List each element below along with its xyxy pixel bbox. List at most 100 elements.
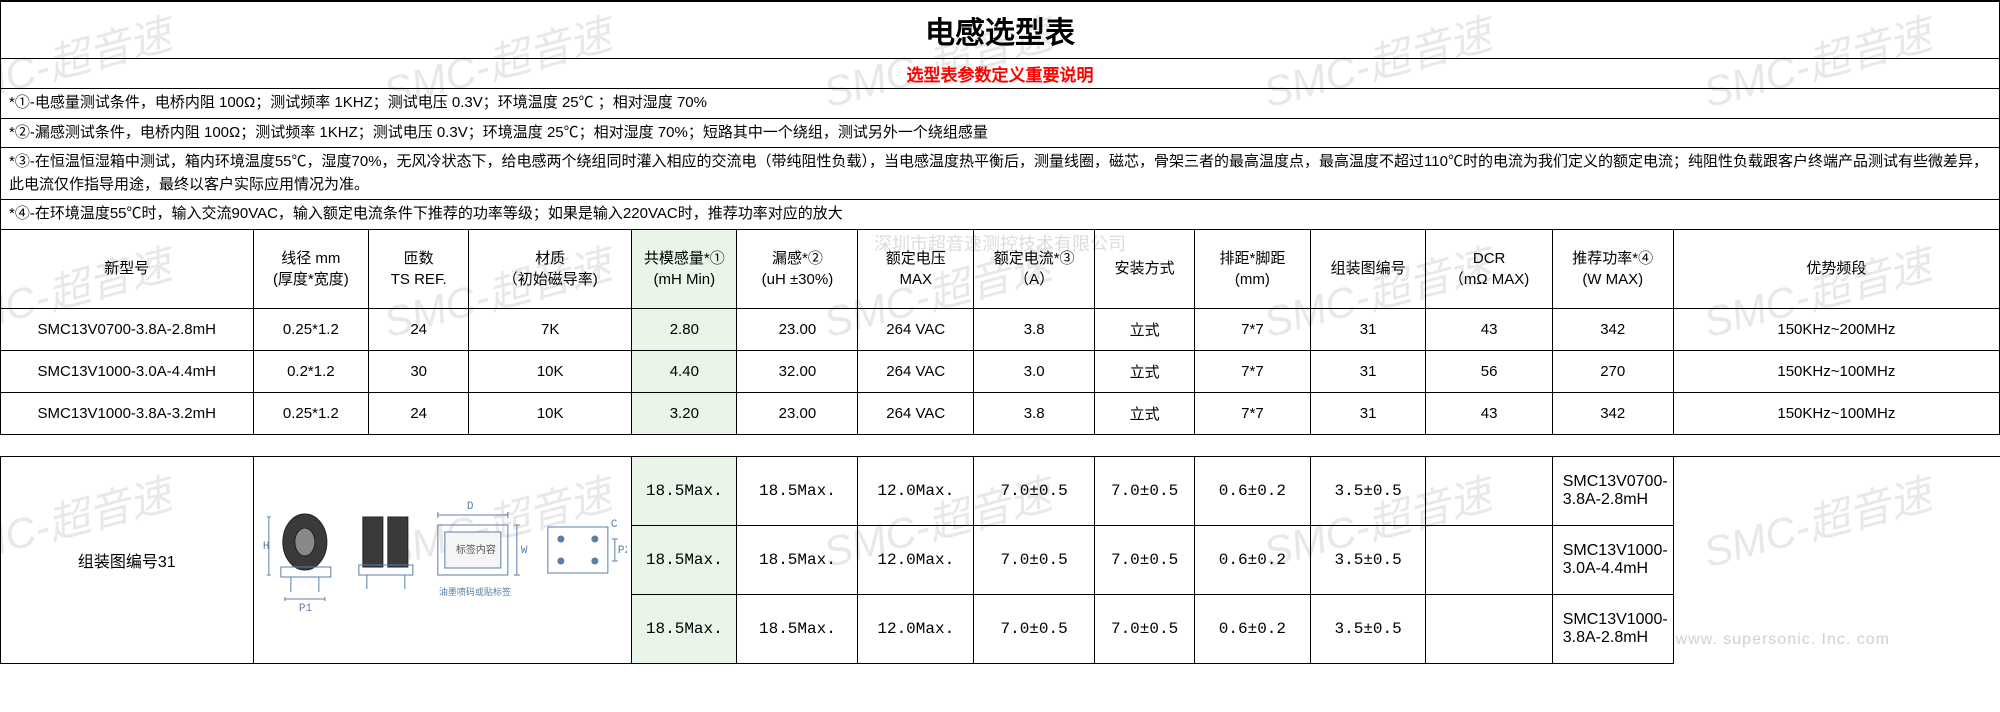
dim-g: 3.5±0.5 [1310,525,1426,594]
cell-model: SMC13V1000-3.8A-3.2mH [1,392,254,434]
dim-c: 12.0Max. [858,594,974,663]
mech-drawing-icon: H P1 D W 标签内容 油墨喷码或贴标签 [258,487,628,627]
dim-f: 0.6±0.2 [1195,525,1311,594]
subtitle: 选型表参数定义重要说明 [1,59,2000,89]
hdr-imax: 额定电流*③（A） [974,229,1095,308]
svg-text:D: D [466,501,473,513]
dim-a: 18.5Max. [632,525,737,594]
dim-d: 7.0±0.5 [974,456,1095,525]
dim-h [1426,525,1552,594]
dim-c: 12.0Max. [858,525,974,594]
hdr-cm: 共模感量*①(mH Min) [632,229,737,308]
cell-leak: 23.00 [737,308,858,350]
dim-part: SMC13V0700-3.8A-2.8mH [1552,456,1673,525]
cell-cm: 3.20 [632,392,737,434]
cell-leak: 23.00 [737,392,858,434]
cell-freq: 150KHz~200MHz [1673,308,1999,350]
svg-text:P1: P1 [298,603,312,615]
cell-dcr: 43 [1426,308,1552,350]
dim-h [1426,594,1552,663]
cell-asm: 31 [1310,350,1426,392]
cell-dcr: 43 [1426,392,1552,434]
cell-pitch: 7*7 [1195,392,1311,434]
cell-mat: 7K [469,308,632,350]
svg-text:P2: P2 [617,545,627,557]
dim-part: SMC13V1000-3.0A-4.4mH [1552,525,1673,594]
cell-mount: 立式 [1095,392,1195,434]
cell-pitch: 7*7 [1195,350,1311,392]
cell-wire: 0.25*1.2 [253,308,369,350]
dim-d: 7.0±0.5 [974,594,1095,663]
dim-c: 12.0Max. [858,456,974,525]
hdr-wire: 线径 mm(厚度*宽度) [253,229,369,308]
svg-text:H: H [262,541,269,553]
cell-vmax: 264 VAC [858,392,974,434]
dim-e: 7.0±0.5 [1095,525,1195,594]
cell-freq: 150KHz~100MHz [1673,392,1999,434]
hdr-vmax: 额定电压MAX [858,229,974,308]
cell-turns: 24 [369,392,469,434]
hdr-freq: 优势频段 [1673,229,1999,308]
page-title: 电感选型表 [1,1,2000,59]
table-row: SMC13V1000-3.0A-4.4mH 0.2*1.2 30 10K 4.4… [1,350,2000,392]
cell-mat: 10K [469,350,632,392]
hdr-turns: 匝数TS REF. [369,229,469,308]
dim-b: 18.5Max. [737,594,858,663]
cell-pwr: 270 [1552,350,1673,392]
cell-leak: 32.00 [737,350,858,392]
dim-row: 组装图编号31 H P1 [1,456,2000,525]
spacer [1,434,2000,456]
dim-a: 18.5Max. [632,456,737,525]
dim-a: 18.5Max. [632,594,737,663]
dim-d: 7.0±0.5 [974,525,1095,594]
svg-text:标签内容: 标签内容 [455,543,495,557]
cell-cm: 4.40 [632,350,737,392]
cell-wire: 0.25*1.2 [253,392,369,434]
dim-b: 18.5Max. [737,456,858,525]
dim-part: SMC13V1000-3.8A-2.8mH [1552,594,1673,663]
hdr-dcr: DCR（mΩ MAX) [1426,229,1552,308]
assembly-diagram: H P1 D W 标签内容 油墨喷码或贴标签 [253,456,632,663]
note-1: *①-电感量测试条件，电桥内阻 100Ω；测试频率 1KHZ；测试电压 0.3V… [1,89,2000,119]
cell-model: SMC13V0700-3.8A-2.8mH [1,308,254,350]
note-2: *②-漏感测试条件，电桥内阻 100Ω；测试频率 1KHZ；测试电压 0.3V；… [1,118,2000,148]
hdr-material: 材质（初始磁导率) [469,229,632,308]
table-row: SMC13V0700-3.8A-2.8mH 0.25*1.2 24 7K 2.8… [1,308,2000,350]
cell-mat: 10K [469,392,632,434]
dim-e: 7.0±0.5 [1095,456,1195,525]
cell-dcr: 56 [1426,350,1552,392]
table-row: SMC13V1000-3.8A-3.2mH 0.25*1.2 24 10K 3.… [1,392,2000,434]
cell-turns: 24 [369,308,469,350]
dim-h [1426,456,1552,525]
cell-wire: 0.2*1.2 [253,350,369,392]
dim-f: 0.6±0.2 [1195,456,1311,525]
cell-imax: 3.8 [974,308,1095,350]
svg-text:油墨喷码或贴标签: 油墨喷码或贴标签 [438,586,510,598]
cell-turns: 30 [369,350,469,392]
note-3: *③-在恒温恒湿箱中测试，箱内环境温度55℃，湿度70%，无风冷状态下，给电感两… [1,148,2000,200]
hdr-pitch: 排距*脚距(mm) [1195,229,1311,308]
cell-asm: 31 [1310,308,1426,350]
selection-table: 电感选型表 选型表参数定义重要说明 *①-电感量测试条件，电桥内阻 100Ω；测… [0,0,2000,664]
cell-vmax: 264 VAC [858,350,974,392]
cell-pwr: 342 [1552,308,1673,350]
dim-e: 7.0±0.5 [1095,594,1195,663]
hdr-mount: 安装方式 [1095,229,1195,308]
cell-imax: 3.8 [974,392,1095,434]
cell-mount: 立式 [1095,350,1195,392]
cell-model: SMC13V1000-3.0A-4.4mH [1,350,254,392]
cell-imax: 3.0 [974,350,1095,392]
dim-g: 3.5±0.5 [1310,594,1426,663]
dim-g: 3.5±0.5 [1310,456,1426,525]
asm-label: 组装图编号31 [1,456,254,663]
svg-text:C: C [610,519,617,531]
note-4: *④-在环境温度55℃时，输入交流90VAC，输入额定电流条件下推荐的功率等级；… [1,200,2000,230]
table-header: 新型号 线径 mm(厚度*宽度) 匝数TS REF. 材质（初始磁导率) 共模感… [1,229,2000,308]
hdr-asm: 组装图编号 [1310,229,1426,308]
dim-b: 18.5Max. [737,525,858,594]
cell-vmax: 264 VAC [858,308,974,350]
cell-freq: 150KHz~100MHz [1673,350,1999,392]
cell-cm: 2.80 [632,308,737,350]
dim-f: 0.6±0.2 [1195,594,1311,663]
svg-text:W: W [520,545,527,557]
